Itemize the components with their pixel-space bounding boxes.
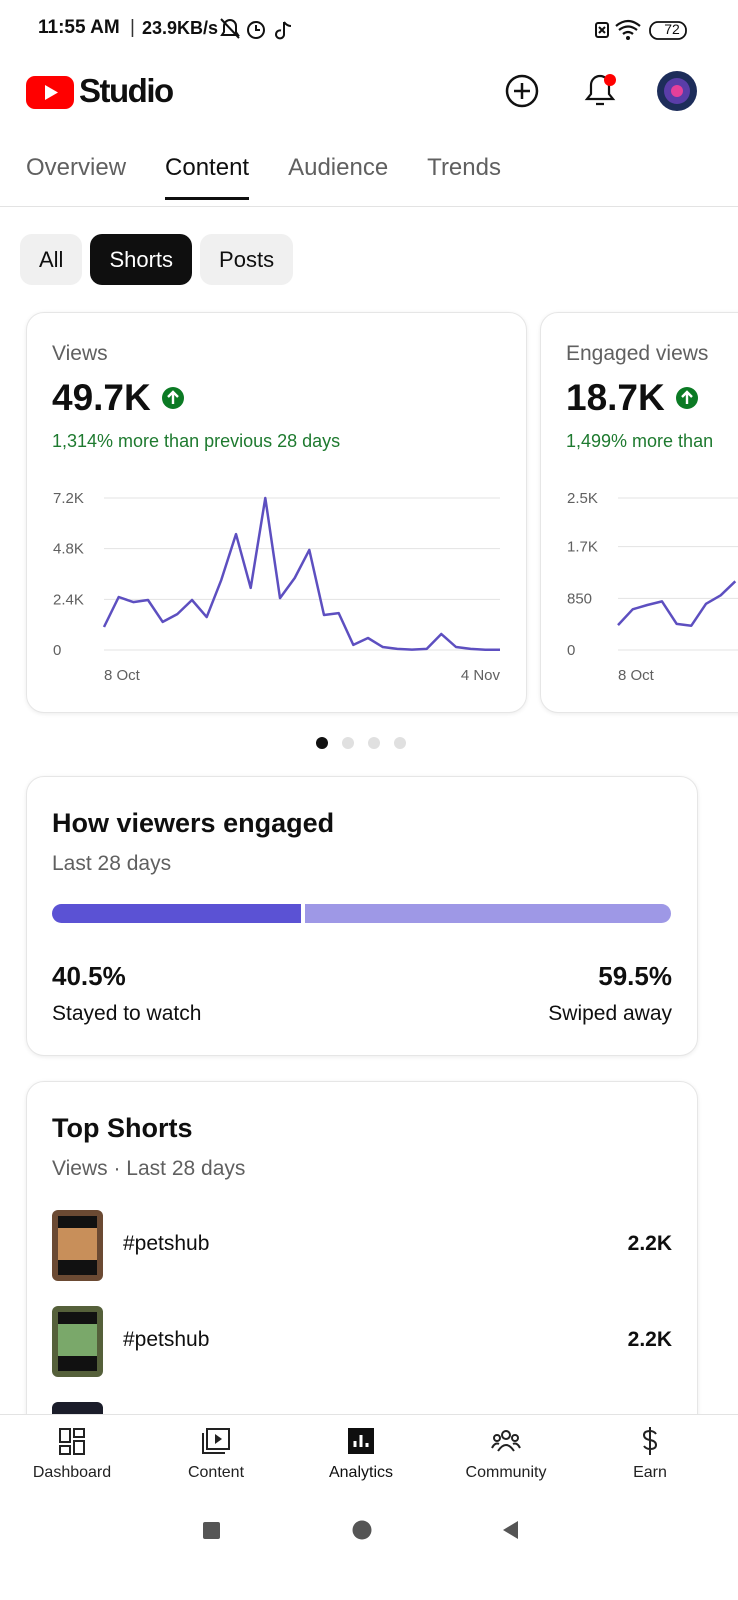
y-tick-label: 0 (567, 642, 575, 659)
nav-icon (59, 1428, 85, 1455)
data-line (102, 496, 500, 652)
filter-chip[interactable]: Shorts (90, 234, 193, 285)
engagement-label: Swiped away (548, 1002, 672, 1025)
nav-item[interactable]: Analytics (301, 1415, 421, 1494)
short-title[interactable]: #petshub (123, 1232, 210, 1255)
x-tick-label: 8 Oct (104, 667, 141, 684)
tab[interactable]: Audience (288, 154, 389, 181)
engagement-card: How viewers engaged Last 28 days 40.5% St… (26, 776, 698, 1056)
metric-carousel: Views 49.7K 1,314% more than previous 28 d… (0, 312, 738, 713)
engagement-percent: 40.5% (52, 961, 126, 991)
y-tick-label: 0 (53, 642, 61, 659)
engagement-bar (52, 904, 302, 923)
metric-label: Engaged views (566, 342, 709, 365)
y-tick-label: 2.4K (53, 591, 84, 608)
y-tick-label: 7.2K (53, 490, 84, 507)
data-line (617, 580, 737, 627)
thumbnail[interactable] (52, 1306, 103, 1377)
tab-bar: Overview Content Audience Trends (26, 154, 501, 200)
nav-item[interactable]: Content (156, 1415, 276, 1494)
nav-label: Earn (633, 1464, 667, 1481)
filter-chips: All Shorts Posts (20, 234, 294, 285)
tab[interactable]: Overview (26, 154, 127, 181)
short-title[interactable]: #petshub (123, 1328, 210, 1351)
status-divider: | (130, 17, 135, 38)
engagement-percent: 59.5% (598, 961, 672, 991)
up-icon (675, 387, 698, 409)
short-views: 2.2K (627, 1232, 672, 1255)
line-chart: 0 2.4K 4.8K 7.2K 8 Oct 4 Nov (53, 490, 501, 684)
thumbnail-image (58, 1312, 97, 1371)
status-icons (220, 18, 292, 40)
status-time: 11:55 AM (38, 17, 120, 38)
app-name: Studio (79, 72, 174, 109)
metric-change: 1,314% more than previous 28 days (52, 431, 341, 451)
battery-level: 72 (664, 21, 680, 37)
up-arrow (680, 390, 693, 404)
header-actions (505, 71, 697, 111)
system-nav-buttons[interactable] (0, 1494, 738, 1600)
y-tick-label: 1.7K (567, 539, 598, 556)
card-subtitle: Last 28 days (52, 852, 172, 875)
nav-label: Analytics (328, 1464, 394, 1481)
metric-change: 1,499% more than (566, 431, 714, 451)
metric-label: Views (52, 342, 108, 365)
nav-item[interactable]: Earn (590, 1415, 710, 1494)
up-arrow (166, 390, 179, 404)
thumbnail-image (58, 1216, 97, 1275)
nav-item[interactable]: Community (446, 1415, 566, 1494)
network-speed: 23.9KB/s (142, 18, 219, 38)
engagement-bar (305, 904, 671, 923)
bottom-nav: Dashboard Content Analytics Community Earn (0, 1414, 738, 1494)
card-subtitle: Views · Last 28 days (52, 1157, 246, 1180)
divider (0, 206, 738, 207)
metric-value: 18.7K (566, 377, 665, 418)
short-views: 2.2K (627, 1328, 672, 1351)
thumbnail[interactable] (52, 1210, 103, 1281)
engagement-label: Stayed to watch (52, 1002, 202, 1025)
metric-card[interactable]: Views 49.7K 1,314% more than previous 28 d… (26, 312, 527, 713)
nav-icon (642, 1427, 658, 1455)
system-nav (0, 1494, 738, 1600)
nav-icon (491, 1430, 521, 1452)
nav-icon (202, 1428, 230, 1454)
metric-row: 18.7K (566, 377, 699, 419)
line-chart: 0 850 1.7K 2.5K 8 Oct (567, 490, 738, 684)
y-tick-label: 850 (567, 590, 592, 607)
filter-chip[interactable]: All (20, 234, 83, 285)
tab[interactable]: Content (165, 154, 250, 200)
metric-row: 49.7K (52, 377, 185, 419)
y-tick-label: 4.8K (53, 541, 84, 558)
metric-card[interactable]: Engaged views 18.7K 1,499% more than 0 850 1.… (540, 312, 738, 713)
y-tick-label: 2.5K (567, 490, 598, 507)
card-title: How viewers engaged (52, 808, 335, 838)
nav-label: Dashboard (32, 1464, 112, 1481)
nav-label: Community (465, 1464, 547, 1481)
nav-icon (348, 1428, 374, 1454)
metric-value: 49.7K (52, 377, 151, 418)
x-tick-label: 4 Nov (461, 667, 501, 684)
card-title: Top Shorts (52, 1113, 193, 1143)
tab[interactable]: Trends (427, 154, 501, 181)
nav-label: Content (187, 1464, 245, 1481)
x-tick-label: 8 Oct (618, 667, 655, 684)
filter-chip[interactable]: Posts (200, 234, 294, 285)
youtube-logo (26, 76, 74, 109)
system-icons (595, 19, 687, 40)
nav-item[interactable]: Dashboard (12, 1415, 132, 1494)
page-indicator (316, 737, 406, 749)
up-icon (161, 387, 184, 409)
